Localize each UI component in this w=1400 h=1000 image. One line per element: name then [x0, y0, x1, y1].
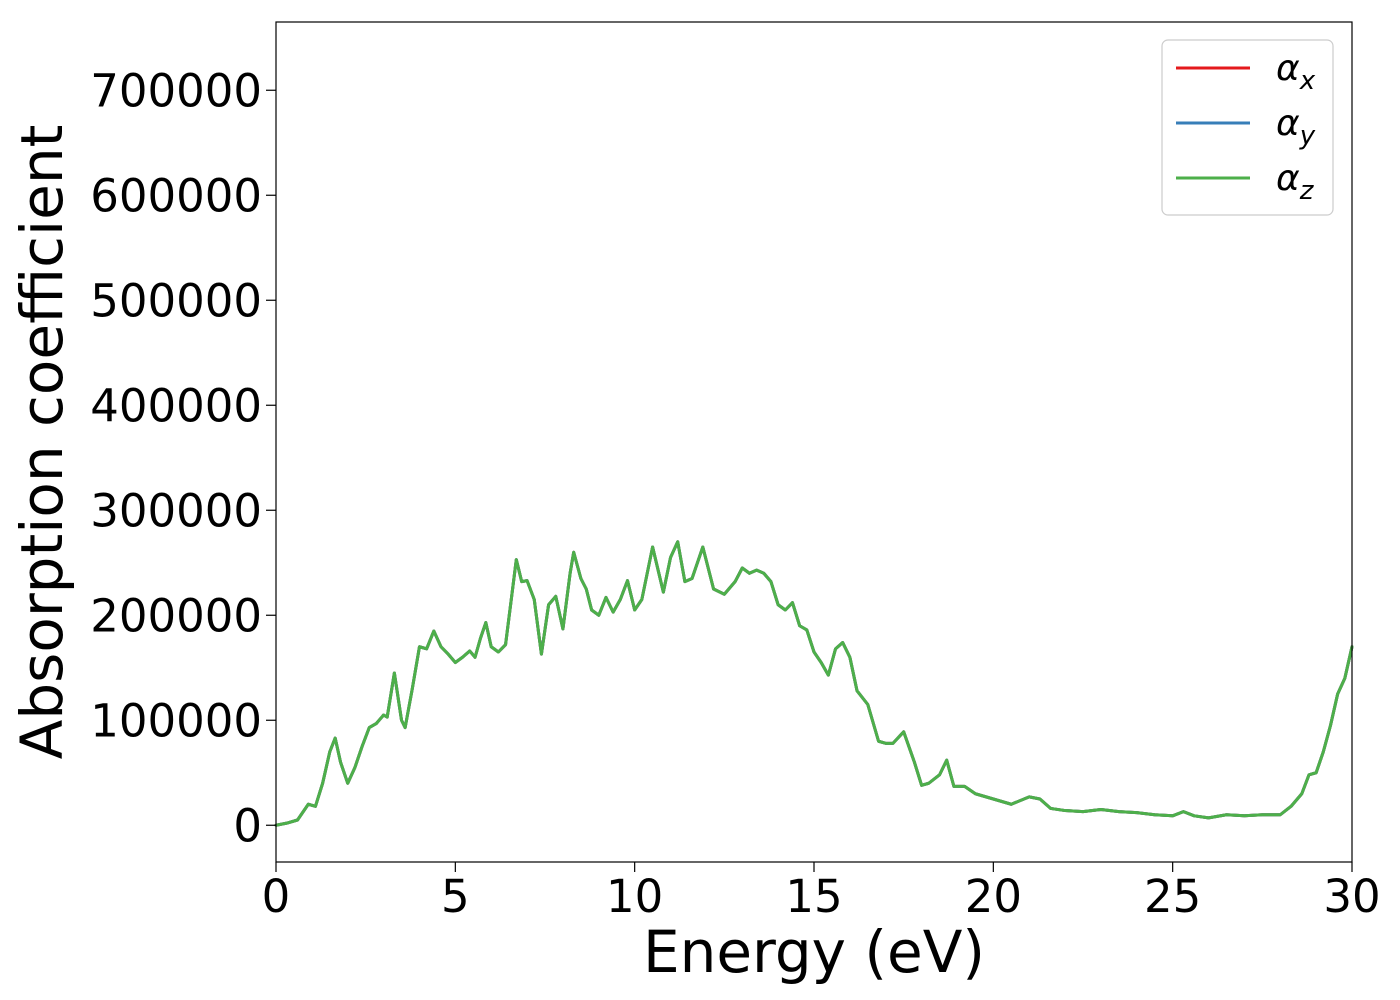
y-tick-label: 300000	[90, 484, 262, 537]
legend-label-alpha-y: αy	[1276, 103, 1316, 151]
y-tick-label: 500000	[90, 274, 262, 327]
x-tick-label: 25	[1144, 870, 1201, 923]
x-tick-label: 10	[606, 870, 663, 923]
y-axis: 0 100000 200000 300000 400000 500000 600000 700…	[90, 64, 276, 852]
y-tick-label: 700000	[90, 64, 262, 117]
y-axis-title: Absorption coefficient	[8, 125, 76, 760]
y-tick-label: 100000	[90, 694, 262, 747]
y-tick-label: 400000	[90, 379, 262, 432]
series-layer	[274, 540, 1354, 827]
x-axis: 0 5 10 15 20 25 30	[262, 862, 1381, 923]
y-tick-label: 200000	[90, 589, 262, 642]
x-tick-label: 30	[1323, 870, 1380, 923]
x-tick-label: 5	[441, 870, 470, 923]
x-axis-title: Energy (eV)	[643, 918, 985, 986]
y-tick-label: 600000	[90, 169, 262, 222]
x-tick-label: 0	[262, 870, 291, 923]
y-tick-label: 0	[233, 799, 262, 852]
series-line-alpha-z	[274, 540, 1354, 827]
x-tick-label: 15	[785, 870, 842, 923]
x-tick-label: 20	[965, 870, 1022, 923]
legend-box	[1161, 39, 1334, 216]
